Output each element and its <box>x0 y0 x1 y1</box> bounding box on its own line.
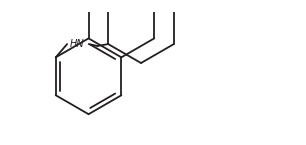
Text: HN: HN <box>69 39 84 49</box>
